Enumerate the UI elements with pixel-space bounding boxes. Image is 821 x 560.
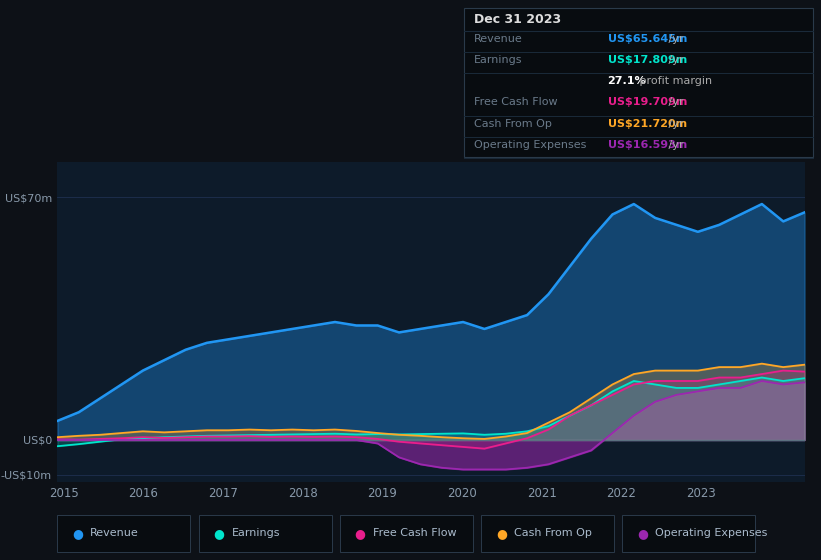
Text: US$19.709m: US$19.709m — [608, 97, 687, 108]
Text: Revenue: Revenue — [90, 529, 139, 538]
Text: ●: ● — [496, 527, 507, 540]
Text: /yr: /yr — [665, 119, 684, 129]
Text: Free Cash Flow: Free Cash Flow — [373, 529, 456, 538]
Text: ●: ● — [637, 527, 648, 540]
Text: 27.1%: 27.1% — [608, 76, 646, 86]
Text: Earnings: Earnings — [232, 529, 280, 538]
Text: Cash From Op: Cash From Op — [514, 529, 592, 538]
Text: ●: ● — [355, 527, 365, 540]
Text: US$65.645m: US$65.645m — [608, 34, 687, 44]
Text: profit margin: profit margin — [636, 76, 713, 86]
Text: Free Cash Flow: Free Cash Flow — [474, 97, 557, 108]
Text: US$17.809m: US$17.809m — [608, 55, 687, 65]
Text: ●: ● — [213, 527, 224, 540]
Text: Earnings: Earnings — [474, 55, 522, 65]
Text: US$16.593m: US$16.593m — [608, 140, 687, 150]
Text: /yr: /yr — [665, 55, 684, 65]
Text: ●: ● — [72, 527, 83, 540]
Text: /yr: /yr — [665, 97, 684, 108]
Text: Operating Expenses: Operating Expenses — [474, 140, 586, 150]
Text: /yr: /yr — [665, 34, 684, 44]
Text: US$21.720m: US$21.720m — [608, 119, 686, 129]
Text: /yr: /yr — [665, 140, 684, 150]
Text: Cash From Op: Cash From Op — [474, 119, 552, 129]
Text: Operating Expenses: Operating Expenses — [655, 529, 768, 538]
Text: Dec 31 2023: Dec 31 2023 — [474, 13, 561, 26]
Text: Revenue: Revenue — [474, 34, 522, 44]
